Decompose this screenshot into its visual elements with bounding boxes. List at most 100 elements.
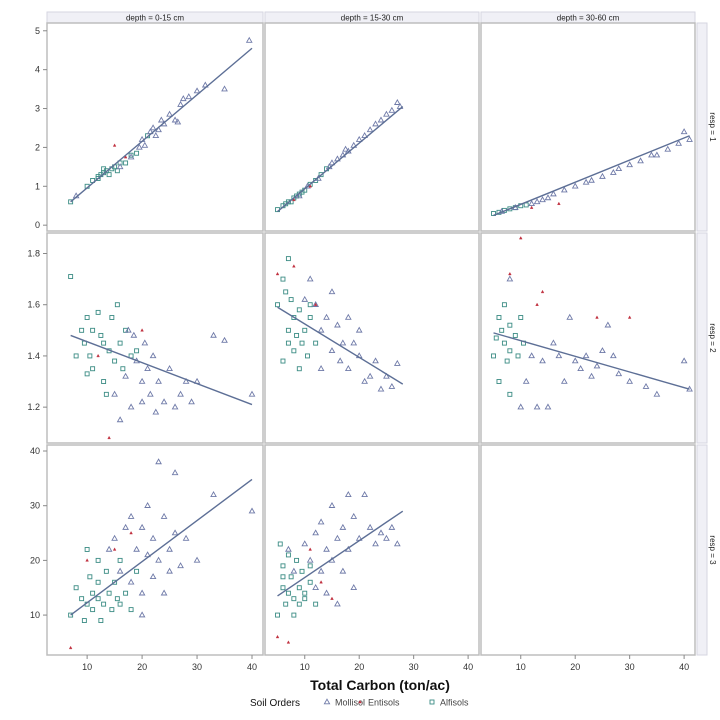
mollisol-point — [210, 491, 217, 498]
panel-points — [275, 256, 401, 392]
mollisol-point — [138, 611, 146, 618]
mollisol-point — [146, 390, 154, 397]
x-axis-title: Total Carbon (ton/ac) — [310, 677, 450, 693]
alfisols-point — [507, 348, 513, 354]
entisols-point — [107, 435, 111, 440]
alfisols-point — [507, 391, 513, 397]
column-strip-label: depth = 30-60 cm — [557, 14, 620, 23]
x-tick-label: 20 — [570, 662, 580, 672]
mollisol-point — [174, 118, 182, 125]
x-tick-label: 40 — [679, 662, 689, 672]
mollisol-point — [664, 145, 672, 152]
alfisols-point — [117, 557, 123, 563]
mollisol-point — [135, 143, 143, 150]
mollisol-point — [317, 365, 325, 371]
alfisols-point — [84, 547, 90, 552]
alfisols-point — [73, 585, 79, 591]
mollisol-point — [317, 326, 325, 333]
x-tick-label: 30 — [409, 662, 419, 672]
alfisols-point — [117, 601, 123, 607]
mollisol-point — [383, 110, 390, 117]
mollisol-point — [350, 339, 358, 346]
entisols-point — [85, 558, 89, 562]
mollisol-point — [377, 116, 385, 123]
regression-line — [493, 135, 690, 217]
entisols-point — [540, 289, 545, 294]
x-tick-label: 10 — [300, 662, 310, 672]
alfisols-point — [275, 612, 280, 618]
mollisol-point — [675, 139, 683, 146]
regression-line — [493, 332, 690, 390]
mollisol-point — [111, 534, 118, 541]
entisols-point — [275, 634, 280, 639]
mollisol-point — [366, 523, 374, 530]
alfisols-point — [291, 596, 297, 602]
mollisol-point — [350, 584, 358, 590]
entisols-point — [112, 547, 117, 551]
alfisols-point — [128, 152, 134, 158]
y-tick-label: 1.2 — [27, 402, 40, 412]
alfisols-point — [280, 574, 286, 580]
mollisol-point — [138, 377, 146, 384]
entisols-point — [627, 315, 632, 319]
alfisols-point — [79, 596, 85, 602]
panel-points — [491, 236, 693, 410]
mollisol-point — [615, 165, 623, 172]
mollisol-point — [149, 534, 157, 541]
mollisol-point — [366, 126, 374, 133]
alfisols-point — [98, 618, 104, 623]
y-tick-label: 5 — [35, 26, 40, 36]
mollisol-point — [323, 545, 330, 552]
entisols-point — [112, 143, 117, 147]
alfisols-point — [285, 256, 291, 262]
mollisol-point — [361, 377, 369, 384]
mollisol-point — [604, 321, 612, 328]
alfisols-point — [280, 563, 286, 569]
alfisols-point — [68, 274, 74, 279]
alfisols-point — [501, 302, 507, 308]
mollisol-point — [171, 469, 179, 476]
alfisols-point — [283, 601, 289, 607]
panel-points — [275, 491, 401, 644]
mollisol-point — [171, 116, 179, 123]
y-tick-label: 30 — [30, 501, 40, 511]
mollisol-point — [306, 556, 314, 563]
mollisol-point — [328, 501, 336, 508]
alfisols-point — [299, 568, 305, 574]
panel-frame — [480, 22, 696, 232]
mollisol-point — [193, 87, 201, 94]
mollisol-point — [593, 362, 601, 369]
mollisol-point — [155, 458, 162, 465]
legend-mollisol-icon — [323, 698, 331, 705]
regression-line — [70, 478, 253, 616]
panel-frame — [264, 232, 480, 444]
mollisol-point — [334, 534, 341, 541]
alfisols-point — [275, 302, 280, 308]
mollisol-point — [334, 321, 341, 328]
mollisol-point — [599, 172, 606, 179]
alfisols-point — [79, 327, 85, 333]
mollisol-point — [361, 132, 369, 138]
mollisol-point — [344, 313, 352, 320]
alfisols-point — [285, 552, 291, 558]
mollisol-point — [138, 523, 146, 530]
alfisols-point — [280, 358, 286, 364]
mollisol-point — [166, 567, 173, 574]
mollisol-point — [188, 398, 195, 405]
entisols-point — [508, 271, 512, 276]
mollisol-point — [609, 168, 617, 175]
alfisols-point — [515, 353, 521, 359]
mollisol-point — [637, 157, 644, 164]
alfisols-point — [112, 358, 118, 364]
mollisol-point — [544, 194, 552, 201]
mollisol-point — [144, 365, 151, 371]
mollisol-point — [116, 163, 124, 170]
alfisols-point — [81, 618, 87, 623]
alfisols-point — [101, 379, 107, 384]
mollisol-point — [221, 336, 228, 343]
regression-line — [70, 47, 253, 203]
mollisol-point — [210, 331, 217, 338]
alfisols-point — [512, 332, 518, 338]
alfisols-point — [101, 601, 107, 607]
mollisol-point — [377, 385, 385, 392]
